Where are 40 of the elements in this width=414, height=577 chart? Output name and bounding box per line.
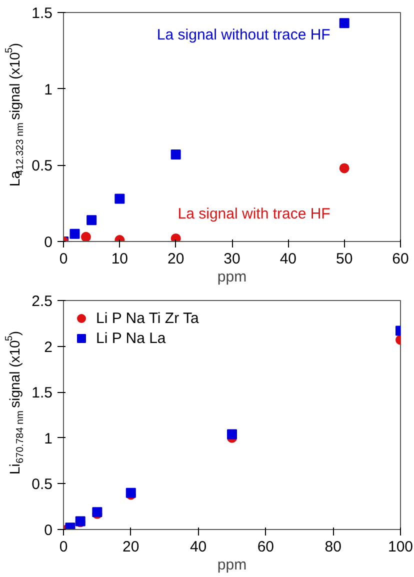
point [170, 233, 181, 242]
y-tick-label: 1.5 [32, 384, 53, 402]
y-tick-label: 0 [44, 234, 52, 251]
series-label: La signal with trace HF [178, 206, 330, 223]
point [170, 149, 181, 160]
x-tick-label: 40 [280, 250, 297, 268]
x-axis-title: ppm [217, 556, 247, 574]
point [86, 215, 97, 226]
legend-label: Li P Na La [96, 330, 166, 346]
y-tick-label: 2.5 [32, 293, 53, 310]
x-tick-label: 60 [392, 250, 409, 268]
point [339, 163, 350, 174]
point [70, 228, 80, 239]
point [114, 194, 125, 204]
y-tick-label: 1.5 [32, 5, 53, 22]
point [339, 18, 350, 28]
x-tick-label: 0 [59, 538, 68, 556]
x-tick-label: 50 [336, 250, 353, 268]
y-tick-label: 0.5 [32, 476, 53, 494]
point [227, 429, 237, 440]
x-tick-label: 80 [324, 538, 342, 556]
x-tick-label: 100 [388, 538, 414, 556]
x-tick-label: 30 [224, 250, 240, 268]
y-axis-title: La412.323 nm signal (x105) [4, 42, 26, 187]
point [80, 232, 91, 242]
x-tick-label: 20 [167, 250, 184, 268]
y-tick-label: 2 [44, 338, 52, 356]
x-tick-label: 10 [111, 250, 128, 268]
series-label: La signal without trace HF [156, 26, 330, 44]
x-tick-label: 40 [190, 538, 207, 556]
x-tick-label: 60 [257, 538, 274, 556]
y-tick-label: 1 [44, 81, 52, 98]
y-tick-label: 1 [44, 430, 52, 448]
x-tick-label: 20 [122, 538, 140, 556]
x-axis-title: ppm [217, 268, 247, 286]
x-tick-label: 0 [59, 250, 68, 268]
y-axis-title: Li670.784 nm signal (x105) [4, 330, 26, 475]
y-tick-label: 0.5 [32, 158, 53, 175]
y-tick-label: 0 [44, 522, 52, 539]
legend-label: Li P Na Ti Zr Ta [96, 310, 199, 326]
